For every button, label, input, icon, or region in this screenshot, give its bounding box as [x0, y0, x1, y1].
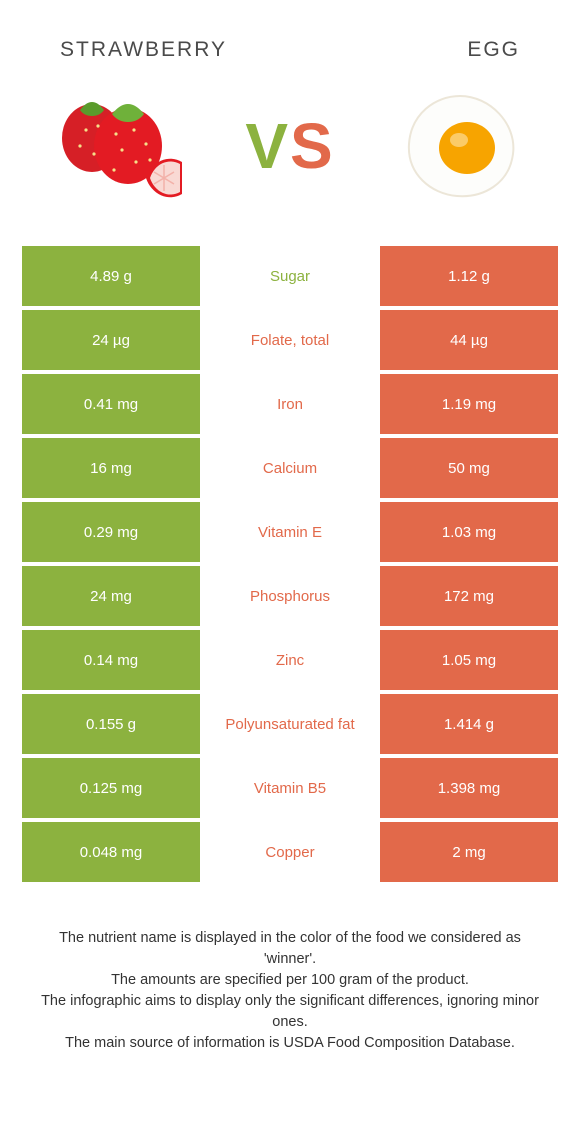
table-row: 0.29 mgVitamin E1.03 mg [22, 502, 558, 562]
cell-right-value: 1.12 g [380, 246, 558, 306]
cell-left-value: 0.29 mg [22, 502, 200, 562]
footer-line: The nutrient name is displayed in the co… [34, 928, 546, 970]
header: STRAWBERRY EGG [0, 0, 580, 76]
footer-line: The amounts are specified per 100 gram o… [34, 970, 546, 991]
cell-right-value: 2 mg [380, 822, 558, 882]
cell-left-value: 16 mg [22, 438, 200, 498]
hero-row: VS [0, 76, 580, 246]
cell-left-value: 0.125 mg [22, 758, 200, 818]
table-row: 0.048 mgCopper2 mg [22, 822, 558, 882]
table-row: 24 µgFolate, total44 µg [22, 310, 558, 370]
vs-v: V [245, 110, 290, 182]
cell-right-value: 1.414 g [380, 694, 558, 754]
cell-nutrient-label: Copper [200, 822, 380, 882]
vs-s: S [290, 110, 335, 182]
cell-nutrient-label: Polyunsaturated fat [200, 694, 380, 754]
egg-image [390, 76, 530, 216]
cell-left-value: 0.048 mg [22, 822, 200, 882]
nutrient-table: 4.89 gSugar1.12 g24 µgFolate, total44 µg… [22, 246, 558, 882]
table-row: 0.41 mgIron1.19 mg [22, 374, 558, 434]
footer-notes: The nutrient name is displayed in the co… [0, 886, 580, 1054]
strawberry-image [50, 76, 190, 216]
cell-right-value: 1.05 mg [380, 630, 558, 690]
table-row: 4.89 gSugar1.12 g [22, 246, 558, 306]
cell-right-value: 1.398 mg [380, 758, 558, 818]
cell-nutrient-label: Vitamin E [200, 502, 380, 562]
cell-right-value: 172 mg [380, 566, 558, 626]
footer-line: The main source of information is USDA F… [34, 1033, 546, 1054]
footer-line: The infographic aims to display only the… [34, 991, 546, 1033]
cell-nutrient-label: Sugar [200, 246, 380, 306]
table-row: 0.14 mgZinc1.05 mg [22, 630, 558, 690]
table-row: 24 mgPhosphorus172 mg [22, 566, 558, 626]
title-right: EGG [467, 38, 520, 62]
cell-left-value: 0.14 mg [22, 630, 200, 690]
table-row: 0.125 mgVitamin B51.398 mg [22, 758, 558, 818]
table-row: 0.155 gPolyunsaturated fat1.414 g [22, 694, 558, 754]
cell-right-value: 1.19 mg [380, 374, 558, 434]
title-left: STRAWBERRY [60, 38, 227, 62]
cell-nutrient-label: Calcium [200, 438, 380, 498]
cell-right-value: 50 mg [380, 438, 558, 498]
cell-left-value: 4.89 g [22, 246, 200, 306]
cell-nutrient-label: Iron [200, 374, 380, 434]
cell-nutrient-label: Zinc [200, 630, 380, 690]
table-row: 16 mgCalcium50 mg [22, 438, 558, 498]
cell-nutrient-label: Folate, total [200, 310, 380, 370]
cell-right-value: 44 µg [380, 310, 558, 370]
cell-left-value: 24 µg [22, 310, 200, 370]
cell-left-value: 0.41 mg [22, 374, 200, 434]
cell-left-value: 24 mg [22, 566, 200, 626]
vs-label: VS [245, 109, 334, 183]
cell-nutrient-label: Vitamin B5 [200, 758, 380, 818]
cell-left-value: 0.155 g [22, 694, 200, 754]
cell-nutrient-label: Phosphorus [200, 566, 380, 626]
cell-right-value: 1.03 mg [380, 502, 558, 562]
